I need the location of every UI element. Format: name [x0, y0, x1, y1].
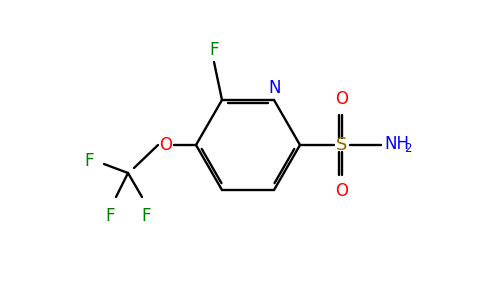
Text: O: O: [160, 136, 172, 154]
Text: F: F: [209, 41, 219, 59]
Text: NH: NH: [384, 135, 409, 153]
Text: F: F: [141, 207, 151, 225]
Text: 2: 2: [404, 142, 411, 154]
Text: O: O: [335, 90, 348, 108]
Text: F: F: [85, 152, 94, 170]
Text: O: O: [335, 182, 348, 200]
Text: N: N: [269, 79, 281, 97]
Text: S: S: [336, 136, 348, 154]
Text: F: F: [105, 207, 115, 225]
